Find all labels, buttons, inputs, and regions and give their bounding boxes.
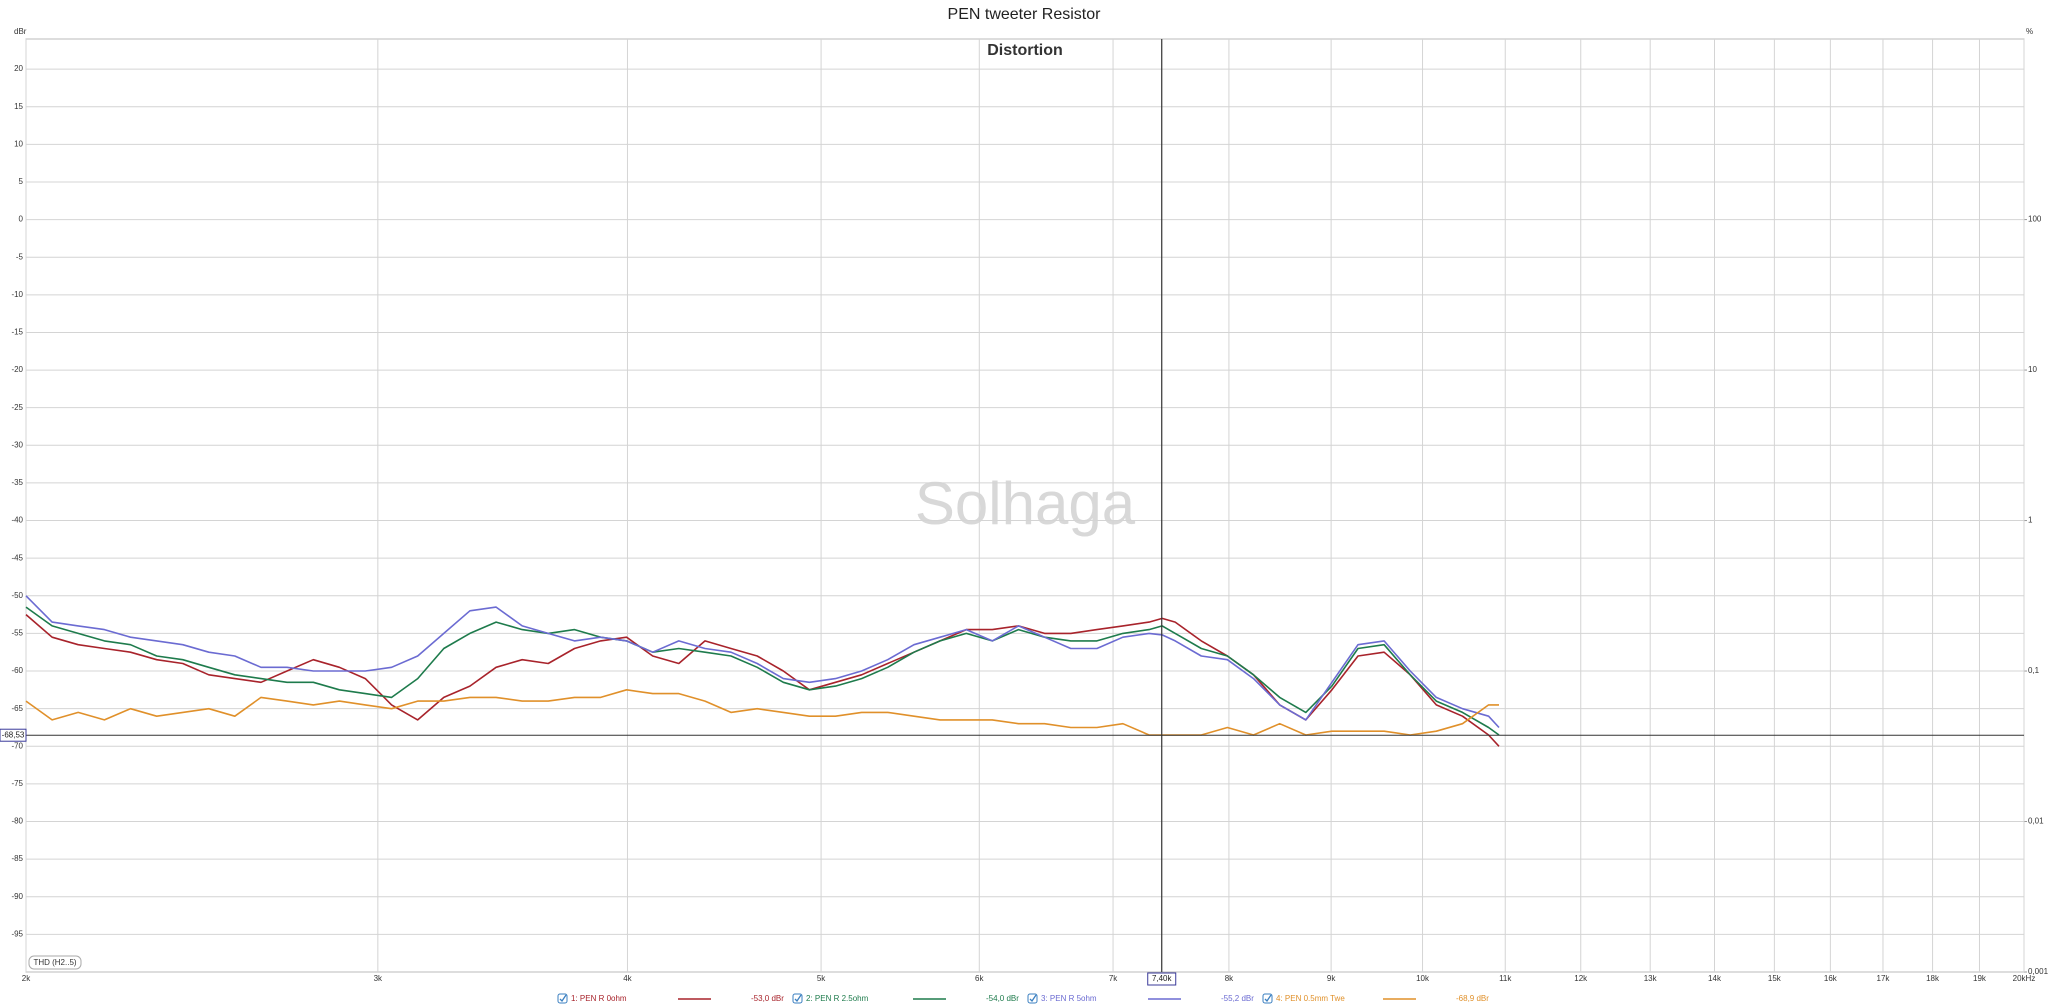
x-tick-label: 20kHz: [2013, 974, 2036, 983]
y-tick-label: -40: [11, 516, 23, 525]
legend-value: -55,2 dBr: [1221, 994, 1254, 1003]
x-tick-label: 2k: [22, 974, 31, 983]
y-unit: dBr: [14, 27, 27, 36]
y-tick-label: 15: [14, 102, 23, 111]
x-tick-label: 6k: [975, 974, 984, 983]
legend-name: 3: PEN R 5ohm: [1041, 994, 1097, 1003]
legend-check: [559, 994, 567, 1003]
legend-value: -68,9 dBr: [1456, 994, 1489, 1003]
y-tick-label: -10: [11, 290, 23, 299]
chart-subtitle: Distortion: [987, 42, 1063, 59]
y2-tick-label: 0,1: [2028, 666, 2040, 675]
series-line: [25, 689, 1499, 736]
measure-label: THD (H2..5): [33, 958, 76, 967]
x-tick-label: 10k: [1416, 974, 1430, 983]
x-tick-label: 4k: [623, 974, 632, 983]
x-tick-label: 15k: [1768, 974, 1782, 983]
x-tick-label: 5k: [817, 974, 826, 983]
legend-value: -53,0 dBr: [751, 994, 784, 1003]
x-tick-label: 17k: [1877, 974, 1891, 983]
x-tick-label: 8k: [1225, 974, 1234, 983]
legend-name: 1: PEN R 0ohm: [571, 994, 627, 1003]
cursor-x-label: 7,40k: [1152, 974, 1173, 983]
x-tick-label: 9k: [1327, 974, 1336, 983]
legend-check: [1264, 994, 1272, 1003]
y2-tick-label: 10: [2028, 365, 2037, 374]
y2-tick-label: 0,001: [2028, 967, 2048, 976]
y-tick-label: 20: [14, 64, 23, 73]
x-tick-label: 14k: [1708, 974, 1722, 983]
y-tick-label: -95: [11, 929, 23, 938]
y-tick-label: -55: [11, 629, 23, 638]
y-tick-label: 0: [19, 215, 24, 224]
y2-unit: %: [2026, 27, 2033, 36]
y-tick-label: 5: [19, 177, 24, 186]
y-tick-label: -75: [11, 779, 23, 788]
y-tick-label: -90: [11, 892, 23, 901]
y-tick-label: -70: [11, 741, 23, 750]
series-line: [25, 613, 1500, 747]
y-tick-label: -60: [11, 666, 23, 675]
cursor-x-box: [1147, 972, 1177, 986]
measure-box: [28, 955, 82, 970]
x-tick-label: 11k: [1499, 974, 1512, 983]
x-tick-label: 13k: [1644, 974, 1658, 983]
cursor-y-label: -68,53: [2, 730, 25, 739]
x-tick-label: 3k: [374, 974, 383, 983]
y2-tick-label: 100: [2028, 215, 2042, 224]
chart-title: PEN tweeter Resistor: [948, 6, 1102, 23]
legend-check: [794, 994, 802, 1003]
x-tick-label: 18k: [1926, 974, 1940, 983]
legend-name: 2: PEN R 2.5ohm: [806, 994, 869, 1003]
y-tick-label: -45: [11, 553, 23, 562]
y-tick-label: -25: [11, 403, 23, 412]
series-line: [25, 606, 1500, 736]
cursor-y-box: [0, 728, 27, 742]
y-tick-label: -35: [11, 478, 23, 487]
x-tick-label: 12k: [1574, 974, 1588, 983]
y-tick-label: -85: [11, 854, 23, 863]
legend-value: -54,0 dBr: [986, 994, 1019, 1003]
y2-tick-label: 1: [2028, 516, 2033, 525]
legend-name: 4: PEN 0.5mm Twe: [1276, 994, 1345, 1003]
y-tick-label: -5: [16, 252, 24, 261]
series-line: [25, 595, 1500, 729]
y-tick-label: -15: [11, 328, 23, 337]
x-tick-label: 19k: [1973, 974, 1987, 983]
y-tick-label: -20: [11, 365, 23, 374]
y-tick-label: -30: [11, 440, 23, 449]
watermark: Solhaga: [915, 470, 1136, 537]
x-tick-label: 16k: [1824, 974, 1838, 983]
x-tick-label: 7k: [1109, 974, 1118, 983]
y-tick-label: -50: [11, 591, 23, 600]
y-tick-label: -65: [11, 704, 23, 713]
y-tick-label: 10: [14, 139, 23, 148]
y2-tick-label: 0,01: [2028, 817, 2044, 826]
legend-check: [1029, 994, 1037, 1003]
y-tick-label: -80: [11, 817, 23, 826]
